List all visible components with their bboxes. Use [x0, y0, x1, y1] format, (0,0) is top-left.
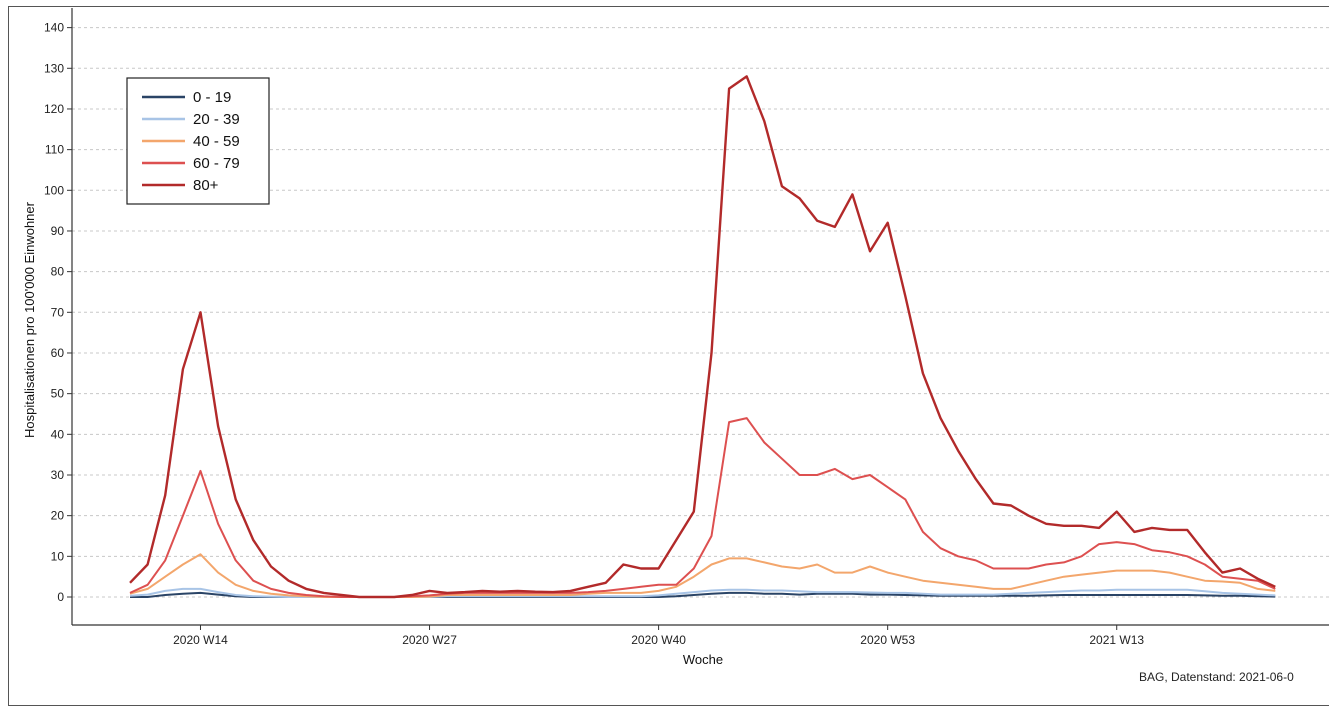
- legend-label: 80+: [193, 177, 219, 194]
- y-tick-label: 110: [45, 143, 64, 157]
- legend: 0 - 19 20 - 39 40 - 59 60 - 79 80+: [126, 77, 270, 205]
- x-tick-label: 2020 W53: [860, 633, 915, 647]
- y-tick-label: 90: [51, 224, 65, 238]
- y-tick-label: 70: [51, 305, 65, 319]
- y-tick-label: 0: [57, 590, 64, 604]
- series-lines: [129, 75, 1276, 599]
- source-note: BAG, Datenstand: 2021-06-0: [1139, 670, 1294, 684]
- y-tick-label: 120: [44, 102, 64, 116]
- x-tick-label: 2020 W40: [631, 633, 686, 647]
- y-tick-label: 130: [44, 61, 64, 75]
- x-axis-title: Woche: [683, 652, 723, 667]
- legend-label: 60 - 79: [193, 155, 240, 172]
- legend-label: 20 - 39: [193, 111, 240, 128]
- x-tick-label: 2020 W27: [402, 633, 457, 647]
- series-line-4: [129, 417, 1276, 598]
- y-tick-label: 10: [51, 549, 65, 563]
- y-tick-label: 50: [51, 387, 65, 401]
- legend-label: 40 - 59: [193, 133, 240, 150]
- y-tick-label: 100: [44, 183, 64, 197]
- y-tick-label: 60: [51, 346, 65, 360]
- x-tick-label: 2021 W13: [1089, 633, 1144, 647]
- axes: 0 10 20 30 40 50 60 70 80 90 100 110 120 130 140 2020 W…: [44, 8, 1329, 647]
- y-tick-label: 30: [51, 468, 65, 482]
- line-chart: 0 10 20 30 40 50 60 70 80 90 100 110 120 130 140 2020 W…: [22, 8, 1329, 667]
- legend-label: 0 - 19: [193, 89, 231, 106]
- y-tick-label: 140: [44, 21, 64, 35]
- x-tick-label: 2020 W14: [173, 633, 228, 647]
- series-line-5: [129, 75, 1276, 599]
- y-tick-label: 40: [51, 427, 65, 441]
- y-tick-label: 80: [51, 265, 65, 279]
- y-axis-title: Hospitalisationen pro 100'000 Einwohner: [22, 201, 37, 438]
- y-tick-label: 20: [51, 509, 65, 523]
